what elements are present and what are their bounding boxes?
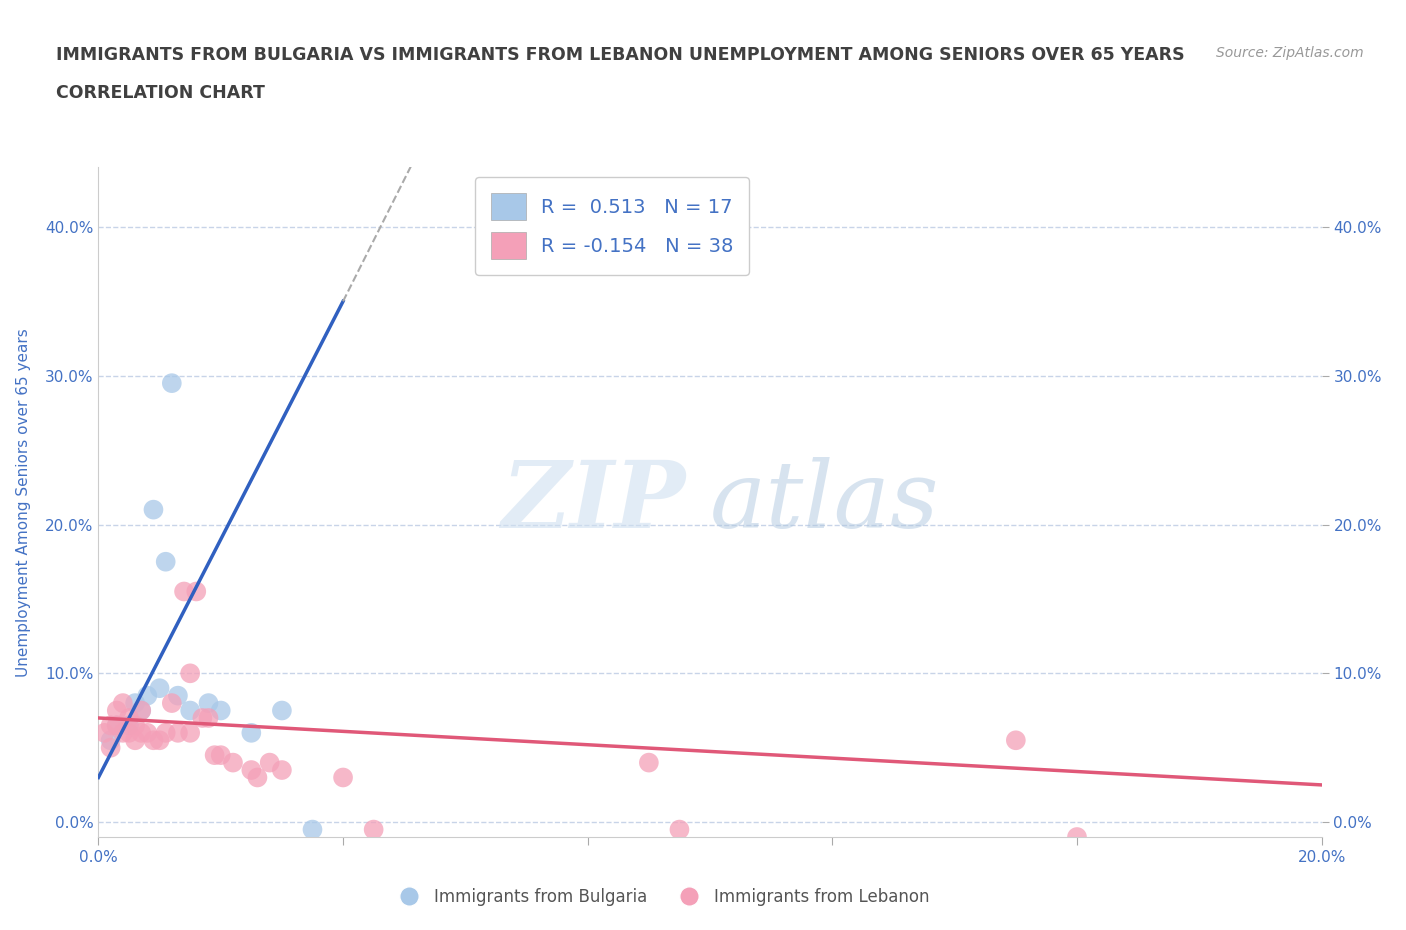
Point	[118, 711, 141, 725]
Point	[149, 681, 172, 696]
Point	[100, 718, 122, 733]
Point	[332, 770, 354, 785]
Point	[111, 725, 134, 740]
Text: IMMIGRANTS FROM BULGARIA VS IMMIGRANTS FROM LEBANON UNEMPLOYMENT AMONG SENIORS O: IMMIGRANTS FROM BULGARIA VS IMMIGRANTS F…	[56, 46, 1185, 64]
Point	[173, 584, 195, 599]
Point	[105, 703, 128, 718]
Point	[136, 688, 159, 703]
Point	[179, 703, 201, 718]
Point	[93, 725, 115, 740]
Point	[204, 748, 226, 763]
Point	[160, 696, 183, 711]
Point	[301, 822, 323, 837]
Point	[167, 725, 190, 740]
Point	[136, 725, 159, 740]
Point	[124, 696, 146, 711]
Point	[246, 770, 269, 785]
Point	[160, 376, 183, 391]
Legend: R =  0.513   N = 17, R = -0.154   N = 38: R = 0.513 N = 17, R = -0.154 N = 38	[475, 177, 749, 275]
Text: atlas: atlas	[710, 458, 939, 547]
Point	[118, 725, 141, 740]
Point	[240, 725, 263, 740]
Point	[155, 554, 177, 569]
Point	[142, 502, 165, 517]
Text: CORRELATION CHART: CORRELATION CHART	[56, 84, 266, 101]
Point	[105, 718, 128, 733]
Point	[240, 763, 263, 777]
Point	[129, 725, 152, 740]
Point	[179, 666, 201, 681]
Point	[222, 755, 245, 770]
Point	[167, 688, 190, 703]
Point	[363, 822, 385, 837]
Legend: Immigrants from Bulgaria, Immigrants from Lebanon: Immigrants from Bulgaria, Immigrants fro…	[385, 881, 936, 912]
Point	[197, 696, 219, 711]
Point	[186, 584, 208, 599]
Point	[100, 733, 122, 748]
Point	[209, 748, 232, 763]
Point	[191, 711, 214, 725]
Point	[209, 703, 232, 718]
Point	[124, 718, 146, 733]
Point	[105, 718, 128, 733]
Point	[111, 696, 134, 711]
Point	[179, 725, 201, 740]
Point	[149, 733, 172, 748]
Point	[1066, 830, 1088, 844]
Point	[1004, 733, 1026, 748]
Point	[118, 718, 141, 733]
Text: Source: ZipAtlas.com: Source: ZipAtlas.com	[1216, 46, 1364, 60]
Point	[129, 703, 152, 718]
Point	[270, 763, 292, 777]
Point	[197, 711, 219, 725]
Point	[637, 755, 661, 770]
Text: ZIP: ZIP	[502, 458, 686, 547]
Point	[270, 703, 292, 718]
Point	[668, 822, 690, 837]
Point	[259, 755, 281, 770]
Point	[129, 703, 152, 718]
Point	[155, 725, 177, 740]
Point	[100, 740, 122, 755]
Point	[124, 733, 146, 748]
Y-axis label: Unemployment Among Seniors over 65 years: Unemployment Among Seniors over 65 years	[17, 328, 31, 677]
Point	[142, 733, 165, 748]
